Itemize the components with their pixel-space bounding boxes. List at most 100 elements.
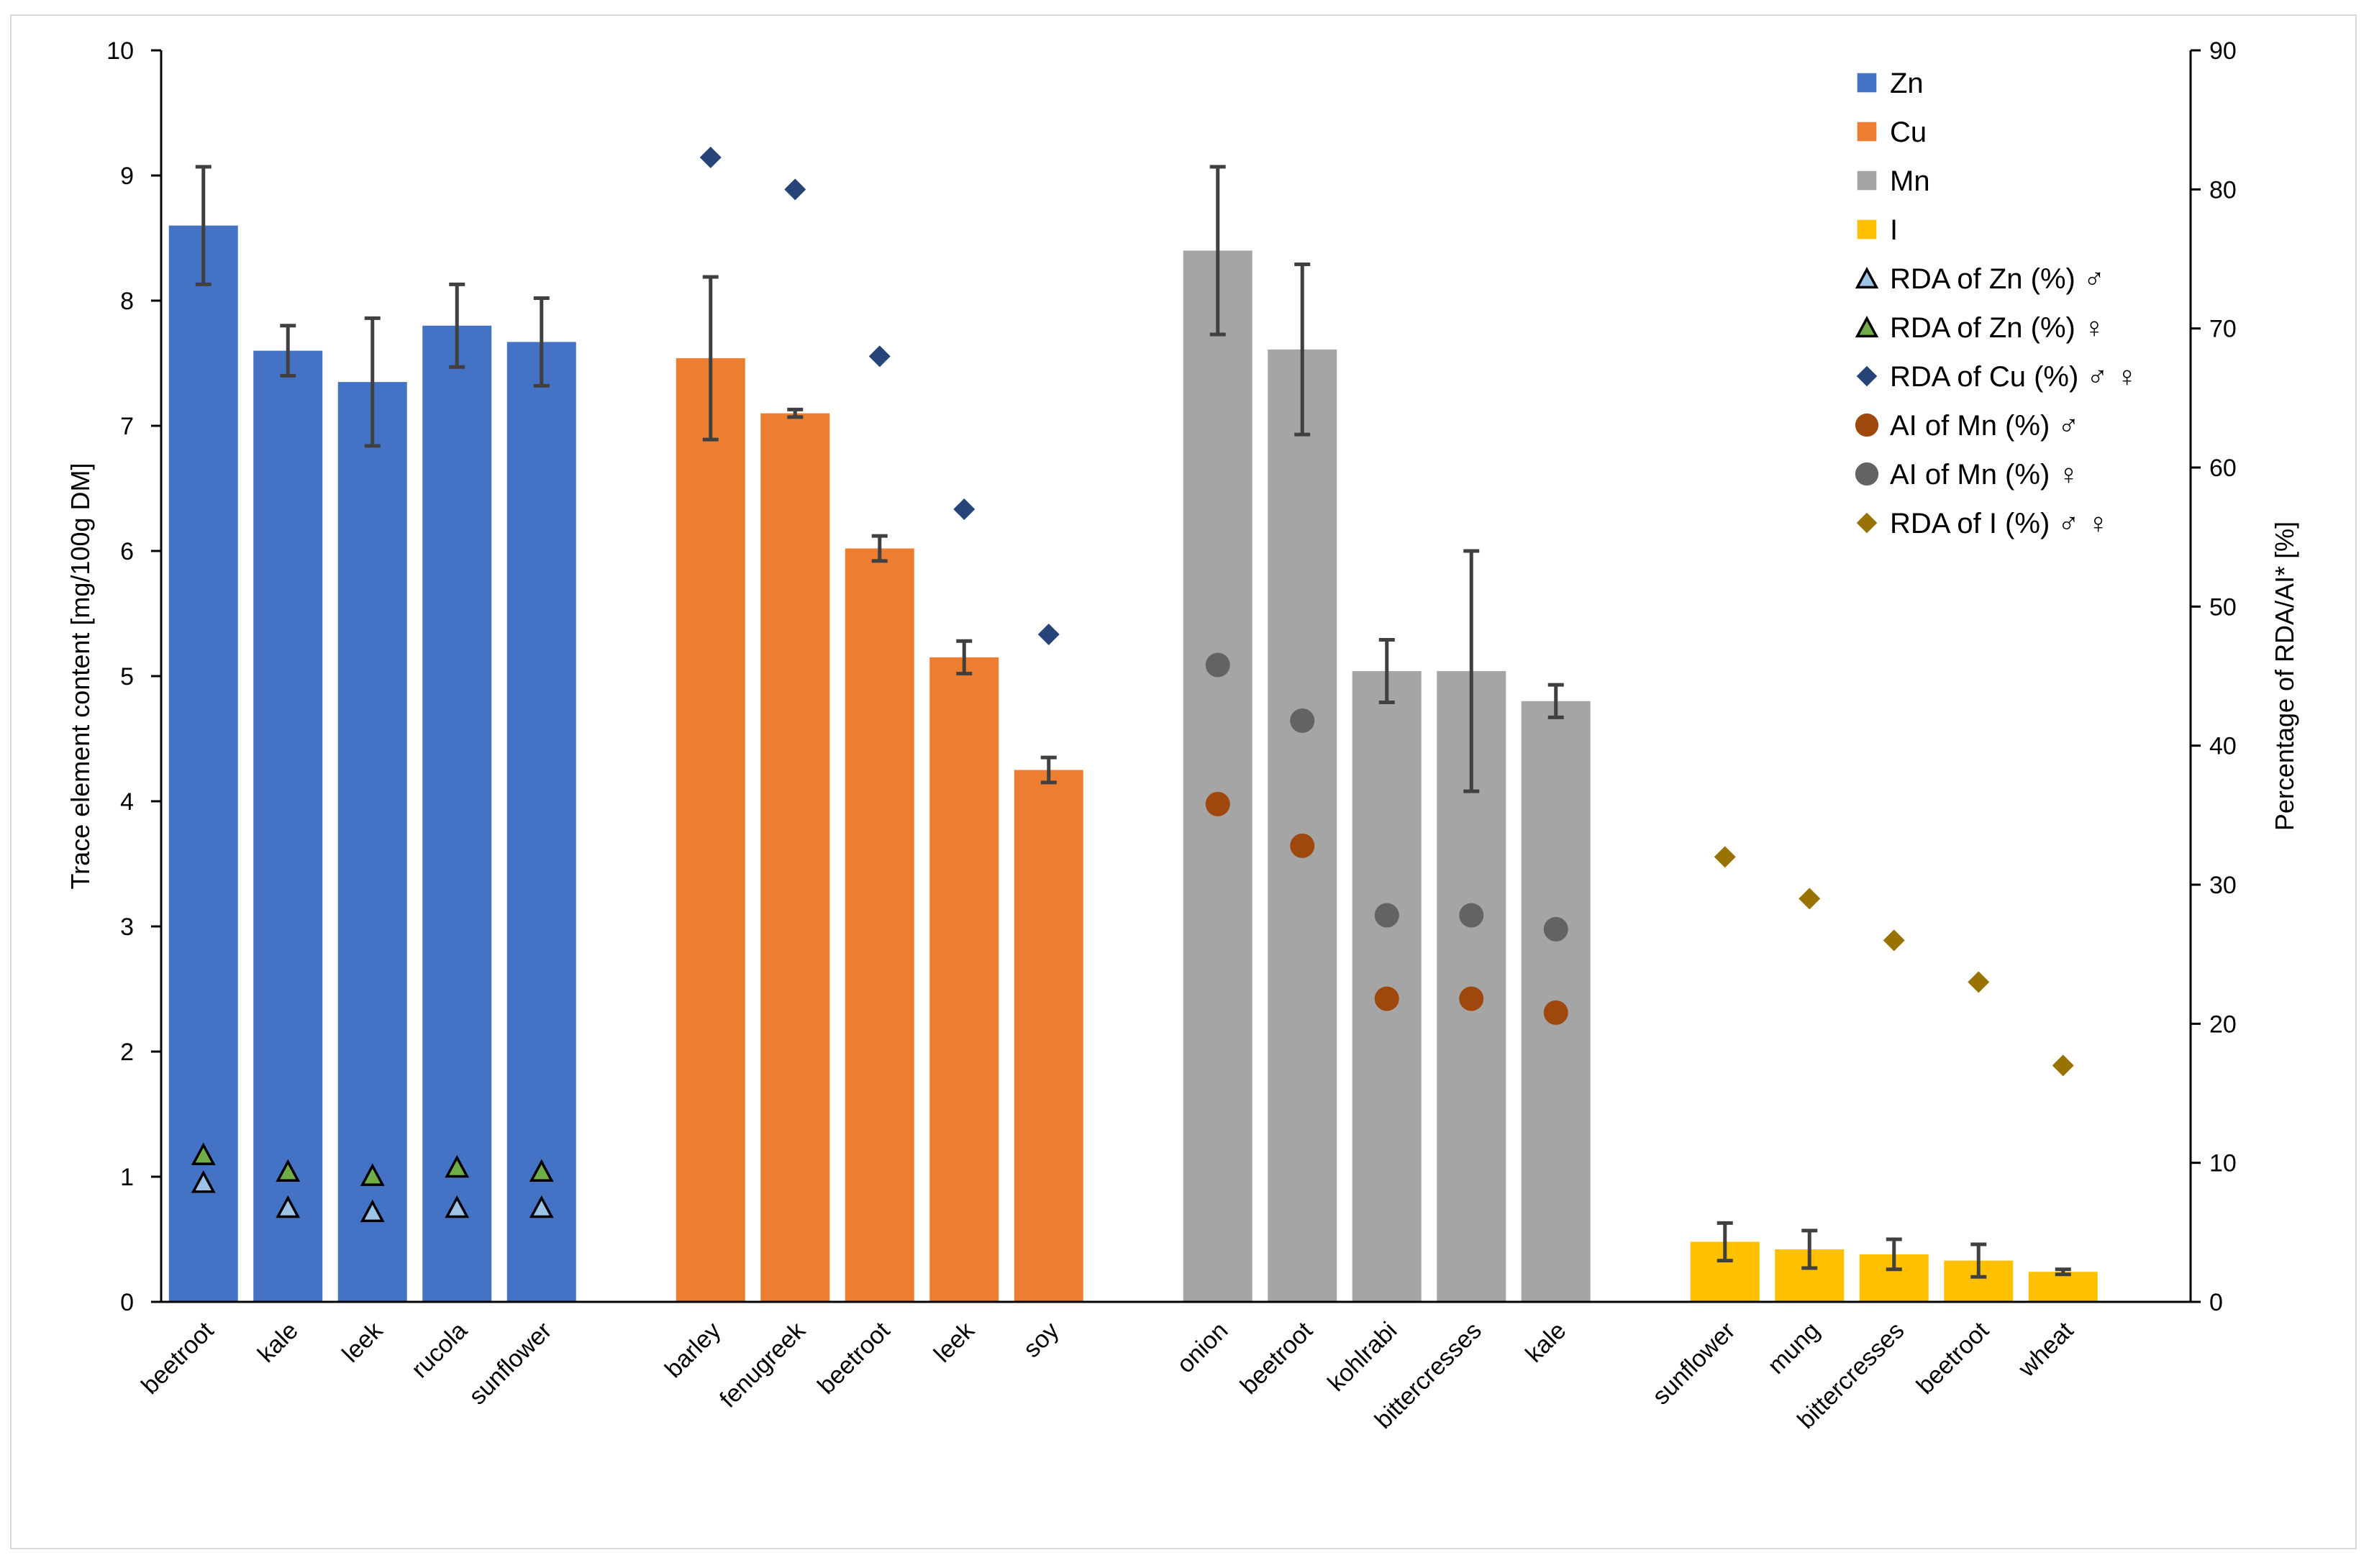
- category-label-mung: mung: [1763, 1317, 1825, 1380]
- legend-symbol-0: [1857, 73, 1877, 93]
- category-label-beetroot: beetroot: [812, 1316, 895, 1399]
- axes: 0 1 2 3 4 5 6 7 8 9 10 0 10 20 30 40 50 60 70 80 90 Trace ele…: [65, 37, 2299, 1316]
- legend-label-3: I: [1890, 214, 1898, 246]
- marker-0-kale: [276, 1195, 301, 1218]
- y-tick-label-right: 90: [2209, 37, 2237, 65]
- y-tick-label-left: 1: [120, 1164, 134, 1191]
- category-label-leek: leek: [337, 1316, 388, 1368]
- category-label-rucola: rucola: [406, 1317, 473, 1383]
- marker-2-fenugreek: [784, 178, 806, 201]
- y-tick-label-left: 7: [120, 413, 134, 440]
- bars: [168, 225, 2098, 1303]
- y-tick-label-left: 9: [120, 163, 134, 190]
- marker-1-leek: [360, 1163, 385, 1186]
- y-tick-label-left: 5: [120, 663, 134, 690]
- bar-i-wheat: [2028, 1272, 2098, 1302]
- marker-5-sunflower: [1714, 846, 1736, 868]
- marker-3-kale: [1543, 1000, 1568, 1025]
- legend-label-4: RDA of Zn (%) ♂: [1890, 263, 2105, 295]
- category-label-beetroot: beetroot: [136, 1316, 219, 1399]
- marker-4-kale: [1543, 916, 1568, 942]
- category-label-sunflower: sunflower: [1647, 1317, 1741, 1410]
- bar-zn-leek: [337, 382, 407, 1302]
- y-tick-label-left: 10: [106, 37, 134, 65]
- marker-3-bittercresses: [1459, 986, 1484, 1011]
- legend-label-9: RDA of I (%) ♂ ♀: [1890, 508, 2109, 539]
- marker-0-rucola: [445, 1195, 470, 1218]
- marker-3-kohlrabi: [1374, 986, 1399, 1011]
- marker-1-beetroot: [191, 1142, 216, 1165]
- chart-frame: [10, 14, 2357, 1549]
- bar-mn-kohlrabi: [1352, 671, 1422, 1302]
- y-tick-label-right: 30: [2209, 872, 2237, 899]
- category-label-leek: leek: [929, 1316, 981, 1368]
- marker-5-beetroot: [1968, 971, 1990, 993]
- legend-symbol-2: [1857, 170, 1877, 191]
- bar-zn-beetroot: [168, 225, 238, 1303]
- category-label-kale: kale: [253, 1317, 304, 1368]
- category-label-kale: kale: [1520, 1317, 1571, 1368]
- marker-0-beetroot: [191, 1170, 216, 1193]
- marker-2-barley: [699, 146, 722, 168]
- category-label-fenugreek: fenugreek: [714, 1316, 811, 1413]
- bar-zn-rucola: [422, 325, 492, 1302]
- bar-cu-beetroot: [845, 548, 914, 1302]
- marker-2-beetroot: [868, 345, 891, 368]
- legend-label-2: Mn: [1890, 165, 1930, 197]
- marker-2-leek: [953, 498, 976, 520]
- y-axis-title-left: Trace element content [mg/100g DM]: [65, 463, 95, 890]
- category-label-onion: onion: [1172, 1317, 1234, 1379]
- y-axis-title-right: Percentage of RDA/AI* [%]: [2270, 521, 2299, 831]
- error-bars: [195, 165, 2071, 1279]
- marker-1-rucola: [445, 1154, 470, 1178]
- marker-5-mung: [1799, 888, 1821, 910]
- y-tick-label-left: 0: [120, 1289, 134, 1316]
- y-tick-label-right: 20: [2209, 1011, 2237, 1038]
- y-tick-label-left: 3: [120, 913, 134, 941]
- legend-label-8: AI of Mn (%) ♀: [1890, 459, 2079, 491]
- category-label-wheat: wheat: [2013, 1316, 2079, 1382]
- y-tick-label-left: 4: [120, 788, 134, 816]
- category-label-kohlrabi: kohlrabi: [1322, 1317, 1402, 1397]
- marker-3-onion: [1205, 791, 1230, 816]
- marker-4-onion: [1205, 652, 1230, 678]
- bar-mn-onion: [1183, 250, 1252, 1302]
- category-label-barley: barley: [660, 1317, 726, 1383]
- y-tick-label-right: 60: [2209, 455, 2237, 482]
- category-label-sunflower: sunflower: [464, 1317, 558, 1410]
- legend-symbol-7: [1855, 413, 1879, 437]
- legend-label-7: AI of Mn (%) ♂: [1890, 410, 2079, 442]
- marker-0-leek: [360, 1199, 385, 1223]
- y-tick-label-right: 50: [2209, 593, 2237, 621]
- marker-5-wheat: [2052, 1054, 2074, 1077]
- legend-symbol-1: [1857, 122, 1877, 142]
- marker-4-bittercresses: [1459, 903, 1484, 928]
- y-tick-label-right: 0: [2209, 1289, 2223, 1316]
- bar-cu-fenugreek: [760, 413, 830, 1302]
- marker-2-soy: [1037, 624, 1060, 645]
- marker-1-sunflower: [529, 1159, 554, 1182]
- legend-symbol-9: [1856, 512, 1878, 534]
- legend-label-6: RDA of Cu (%) ♂ ♀: [1890, 361, 2138, 393]
- y-tick-label-left: 6: [120, 538, 134, 565]
- legend-symbol-6: [1856, 365, 1878, 387]
- bar-cu-soy: [1014, 770, 1083, 1302]
- legend-symbol-5: [1855, 315, 1879, 338]
- markers: [191, 146, 2074, 1223]
- legend: Zn Cu Mn I RDA of Zn (%) ♂ RDA of Zn (%) ♀ RDA…: [1855, 68, 2138, 539]
- bar-mn-beetroot: [1268, 349, 1337, 1302]
- marker-0-sunflower: [529, 1195, 554, 1218]
- legend-label-0: Zn: [1890, 68, 1924, 99]
- y-tick-label-right: 40: [2209, 733, 2237, 760]
- y-tick-label-left: 2: [120, 1039, 134, 1066]
- marker-5-bittercresses: [1883, 929, 1905, 952]
- category-label-soy: soy: [1018, 1317, 1064, 1363]
- bar-cu-leek: [929, 657, 999, 1302]
- marker-4-kohlrabi: [1374, 903, 1399, 928]
- marker-3-beetroot: [1290, 833, 1315, 858]
- legend-label-1: Cu: [1890, 117, 1927, 148]
- y-tick-label-right: 70: [2209, 316, 2237, 343]
- y-tick-label-left: 8: [120, 288, 134, 315]
